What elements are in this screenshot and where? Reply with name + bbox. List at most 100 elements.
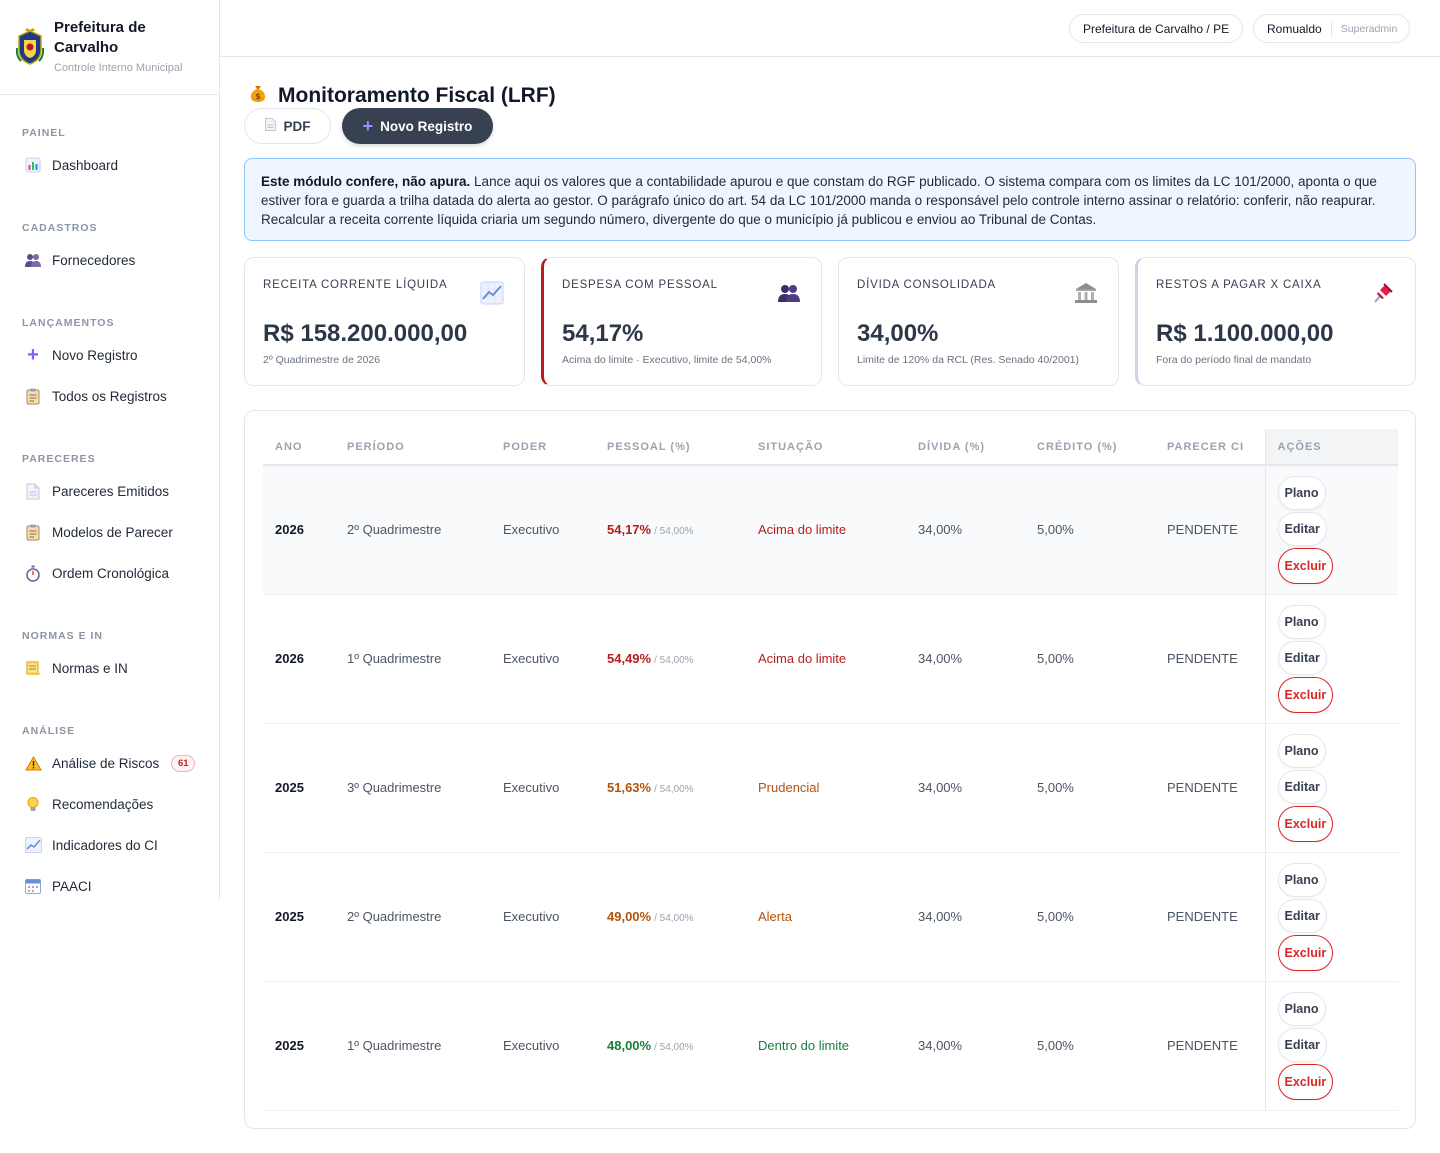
organization-selector[interactable]: Prefeitura de Carvalho / PE (1069, 14, 1244, 43)
sidebar-item-fornecedores[interactable]: Fornecedores (14, 243, 206, 277)
new-record-button[interactable]: + Novo Registro (342, 108, 493, 144)
sidebar-item-label: PAACI (52, 878, 92, 894)
kpi-value: R$ 158.200.000,00 (263, 320, 468, 347)
cell-poder: Executivo (491, 852, 595, 982)
column-header-poder[interactable]: PODER (491, 429, 595, 466)
cell-ano: 2025 (263, 852, 335, 982)
trend-chart-icon (24, 836, 42, 854)
cell-divida: 34,00% (906, 723, 1025, 853)
document-icon (24, 482, 42, 500)
cell-pessoal: 54,17%/ 54,00% (595, 465, 746, 595)
excluir-button[interactable]: Excluir (1277, 805, 1334, 842)
kpi-card-restos-pagar: RESTOS A PAGAR X CAIXA R$ 1.100.000,00 F… (1135, 257, 1416, 386)
cell-ano: 2025 (263, 723, 335, 853)
clipboard-icon (24, 523, 42, 541)
column-header-divida[interactable]: DÍVIDA (%) (906, 429, 1025, 466)
column-header-parecer[interactable]: PARECER CI (1155, 429, 1265, 466)
sidebar-item-label: Pareceres Emitidos (52, 483, 170, 499)
cell-divida: 34,00% (906, 594, 1025, 724)
sidebar-item-normas-in[interactable]: Normas e IN (14, 651, 206, 685)
sidebar-item-recomendacoes[interactable]: Recomendações (14, 787, 206, 821)
sidebar-item-modelos-parecer[interactable]: Modelos de Parecer (14, 515, 206, 549)
table-row: 2025 3º Quadrimestre Executivo 51,63%/ 5… (263, 723, 1398, 853)
cell-parecer: PENDENTE (1155, 981, 1265, 1111)
cell-credito: 5,00% (1025, 852, 1155, 982)
column-header-pessoal[interactable]: PESSOAL (%) (595, 429, 746, 466)
bar-chart-icon (24, 156, 42, 174)
sidebar-item-label: Análise de Riscos (52, 755, 160, 771)
sidebar-item-label: Dashboard (52, 157, 119, 173)
sidebar-item-dashboard[interactable]: Dashboard (14, 148, 206, 182)
table-row: 2025 1º Quadrimestre Executivo 48,00%/ 5… (263, 981, 1398, 1111)
sidebar-item-indicadores[interactable]: Indicadores do CI (14, 828, 206, 862)
nav-section-pareceres: PARECERES (22, 453, 96, 465)
kpi-label: RESTOS A PAGAR X CAIXA (1156, 279, 1322, 291)
cell-pessoal: 51,63%/ 54,00% (595, 723, 746, 853)
pdf-button[interactable]: PDF (244, 108, 331, 144)
cell-acoes: Plano Editar Excluir (1264, 723, 1398, 853)
organization-name: Prefeitura de Carvalho / PE (1083, 21, 1230, 36)
pessoal-value: 54,49% (607, 651, 652, 666)
kpi-subtext: Acima do limite · Executivo, limite de 5… (562, 354, 772, 366)
editar-button[interactable]: Editar (1277, 769, 1327, 804)
plano-button[interactable]: Plano (1277, 604, 1326, 639)
column-header-credito[interactable]: CRÉDITO (%) (1025, 429, 1155, 466)
sidebar-item-label: Indicadores do CI (52, 837, 158, 853)
info-notice-text: Lance aqui os valores que a contabilidad… (261, 174, 1377, 227)
cell-credito: 5,00% (1025, 594, 1155, 724)
sidebar-item-novo-registro[interactable]: + Novo Registro (14, 338, 206, 372)
excluir-button[interactable]: Excluir (1277, 547, 1334, 584)
sidebar-item-pareceres-emitidos[interactable]: Pareceres Emitidos (14, 474, 206, 508)
page-title-text: Monitoramento Fiscal (LRF) (278, 83, 556, 107)
pessoal-value: 49,00% (607, 909, 652, 924)
plano-button[interactable]: Plano (1277, 991, 1326, 1026)
sidebar-item-label: Ordem Cronológica (52, 565, 170, 581)
calendar-icon (24, 877, 42, 895)
plano-button[interactable]: Plano (1277, 733, 1326, 768)
nav-section-normas: NORMAS E IN (22, 630, 104, 642)
cell-parecer: PENDENTE (1155, 723, 1265, 853)
sidebar-item-paaci[interactable]: PAACI (14, 869, 206, 903)
plano-button[interactable]: Plano (1277, 862, 1326, 897)
pessoal-value: 51,63% (607, 780, 652, 795)
top-bar: Prefeitura de Carvalho / PE Romualdo Sup… (220, 0, 1440, 57)
excluir-button[interactable]: Excluir (1277, 676, 1334, 713)
sidebar-item-label: Novo Registro (52, 347, 138, 363)
sidebar-item-todos-registros[interactable]: Todos os Registros (14, 379, 206, 413)
document-icon (264, 118, 276, 134)
lightbulb-icon (24, 795, 42, 813)
cell-parecer: PENDENTE (1155, 852, 1265, 982)
user-role: Superadmin (1340, 22, 1398, 35)
risk-count-badge: 61 (171, 754, 196, 772)
cell-credito: 5,00% (1025, 723, 1155, 853)
column-header-situacao[interactable]: SITUAÇÃO (746, 429, 906, 466)
table-row: 2025 2º Quadrimestre Executivo 49,00%/ 5… (263, 852, 1398, 982)
column-header-ano[interactable]: ANO (263, 429, 335, 466)
column-header-acoes: AÇÕES (1264, 429, 1398, 466)
sidebar-item-label: Fornecedores (52, 252, 136, 268)
pessoal-value: 54,17% (607, 522, 652, 538)
editar-button[interactable]: Editar (1277, 898, 1327, 933)
bank-icon (1075, 283, 1097, 303)
excluir-button[interactable]: Excluir (1277, 1063, 1334, 1100)
editar-button[interactable]: Editar (1277, 511, 1327, 546)
editar-button[interactable]: Editar (1277, 640, 1327, 675)
pessoal-limit: / 54,00% (654, 784, 694, 795)
records-table-card: ANO PERÍODO PODER PESSOAL (%) SITUAÇÃO D… (244, 410, 1416, 1129)
cell-situacao: Acima do limite (746, 594, 906, 724)
excluir-button[interactable]: Excluir (1277, 934, 1334, 971)
svg-text:$: $ (255, 92, 261, 101)
cell-situacao: Alerta (746, 852, 906, 982)
kpi-value: R$ 1.100.000,00 (1156, 320, 1334, 347)
sidebar-item-analise-riscos[interactable]: Análise de Riscos 61 (14, 746, 206, 780)
plano-button[interactable]: Plano (1277, 475, 1326, 510)
kpi-subtext: Fora do período final de mandato (1156, 354, 1312, 366)
cell-ano: 2026 (263, 594, 335, 724)
column-header-periodo[interactable]: PERÍODO (335, 429, 491, 466)
brand: Prefeitura de Carvalho Controle Interno … (0, 0, 219, 95)
sidebar-item-ordem-cronologica[interactable]: Ordem Cronológica (14, 556, 206, 590)
cell-poder: Executivo (491, 594, 595, 724)
plus-icon: + (362, 115, 374, 136)
editar-button[interactable]: Editar (1277, 1027, 1327, 1062)
user-menu[interactable]: Romualdo Superadmin (1253, 14, 1411, 43)
